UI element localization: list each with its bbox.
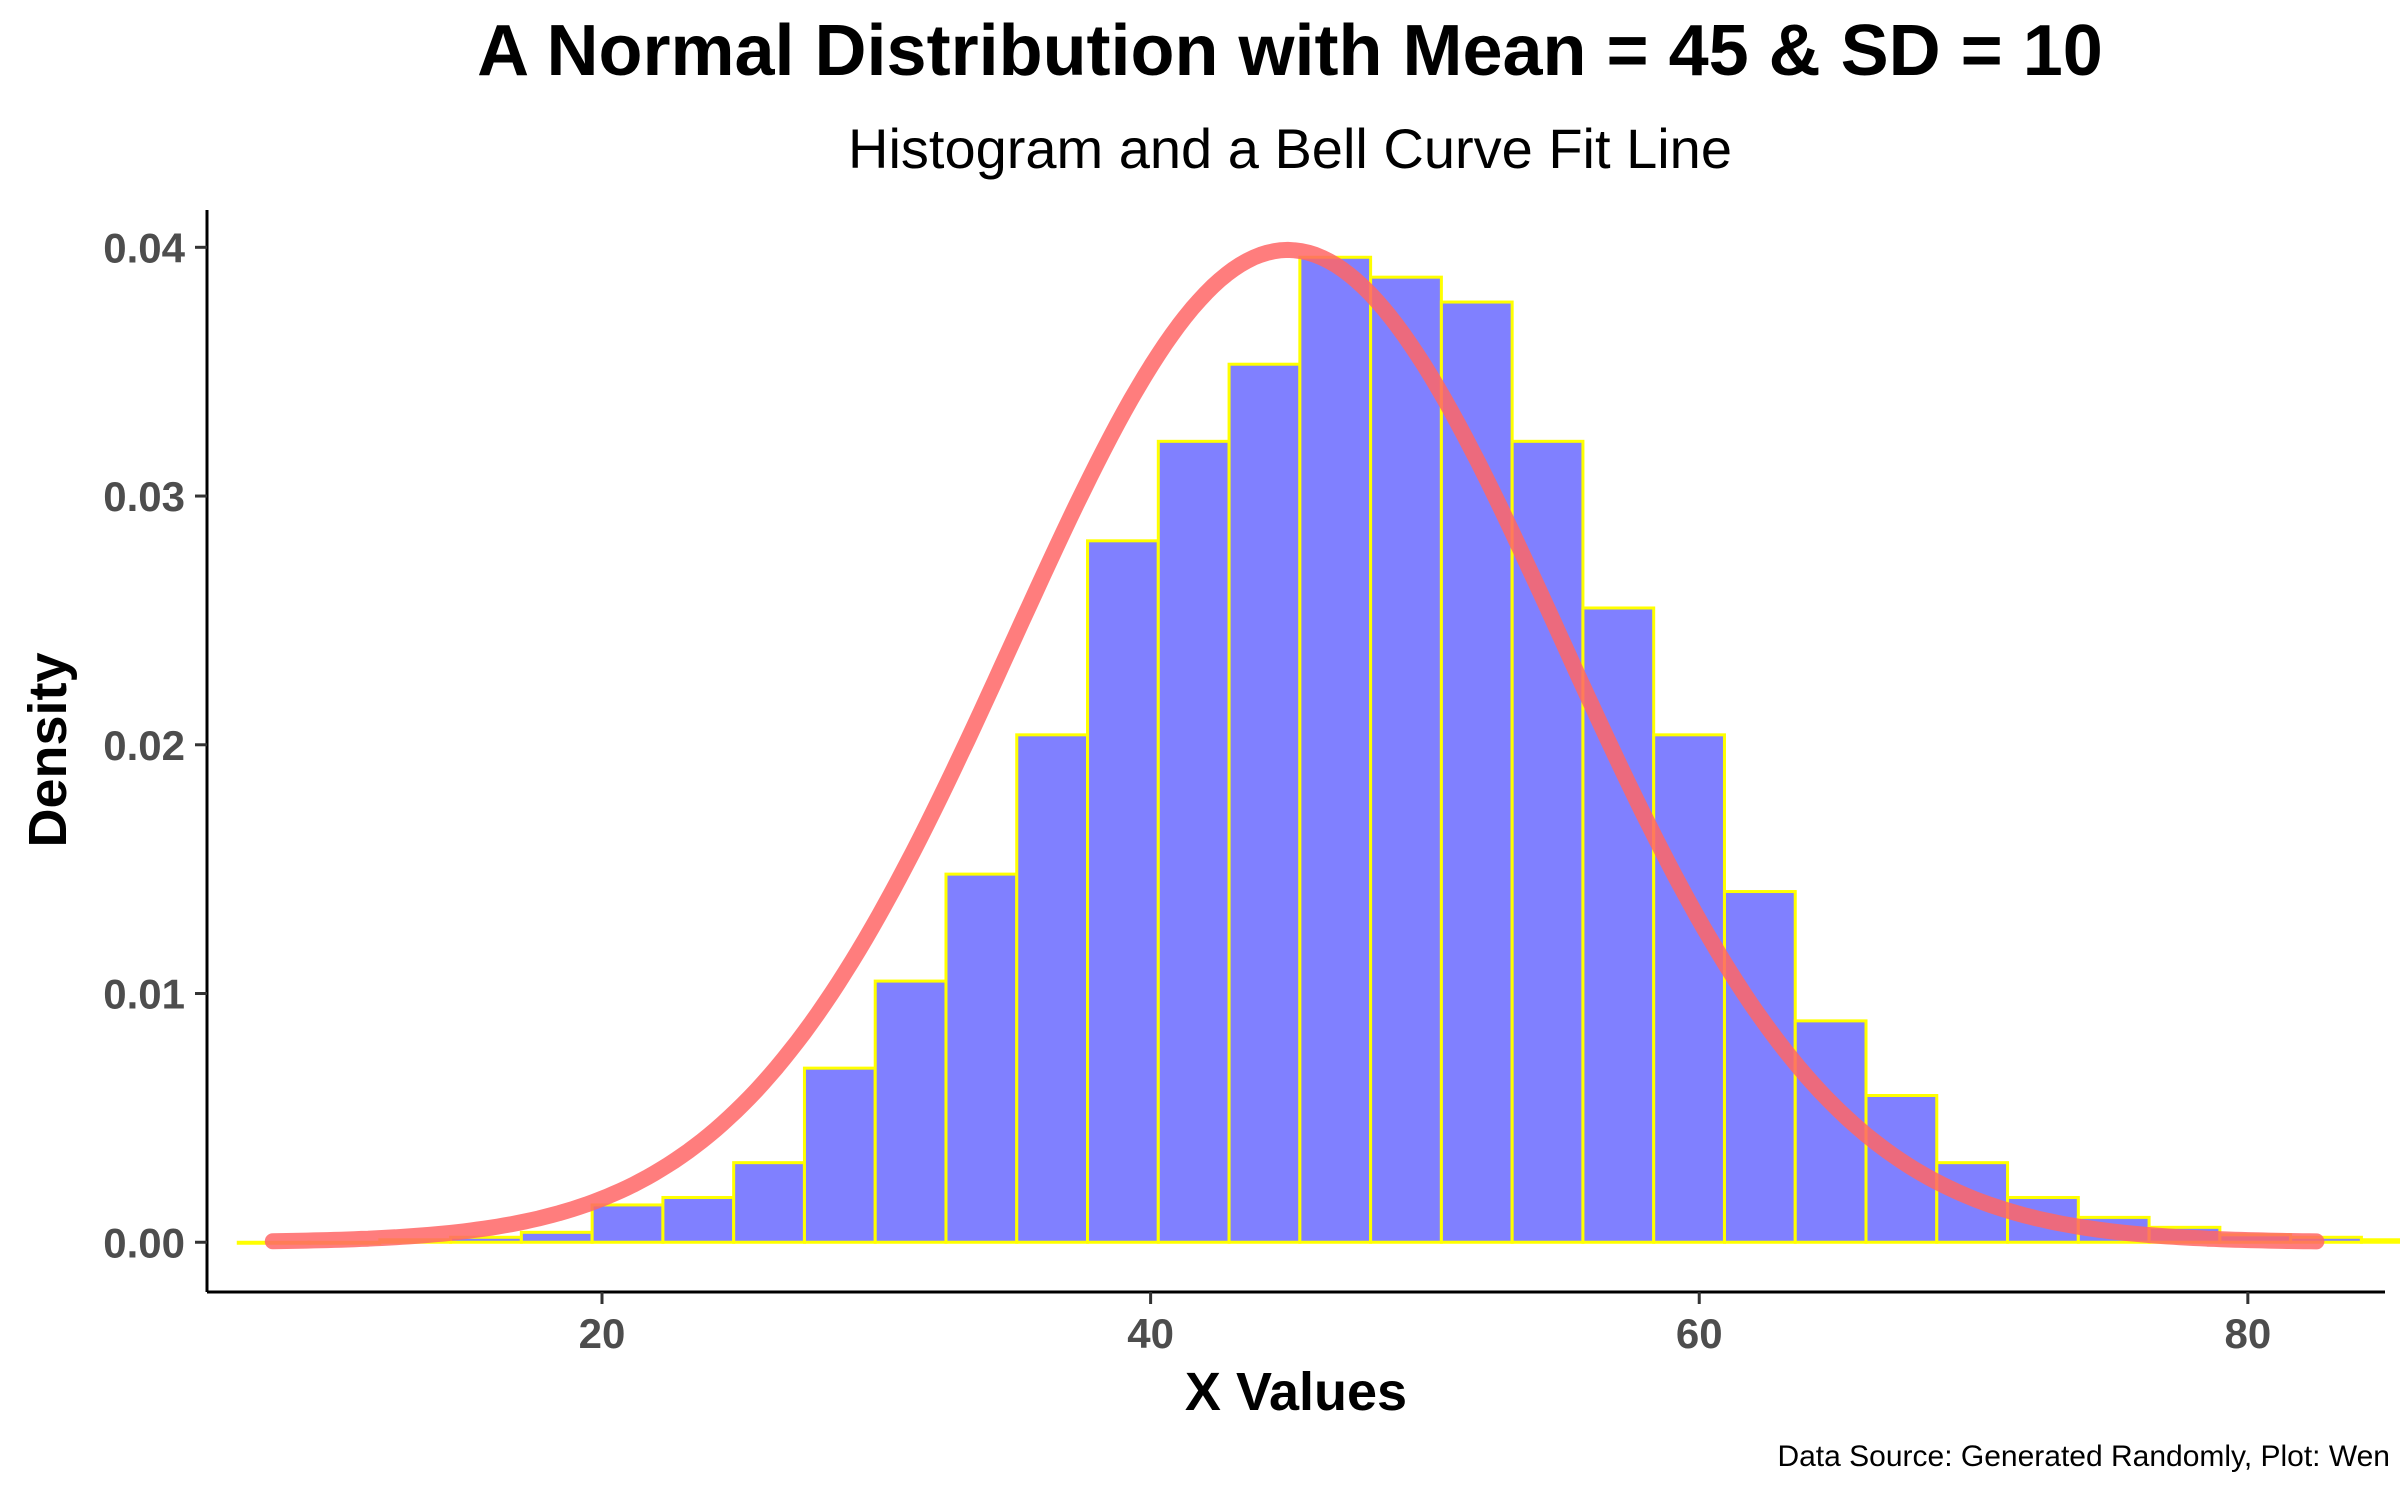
x-axis-ticks: 20 40 60 80 [579, 1292, 2271, 1357]
y-tick-label: 0.03 [103, 473, 185, 520]
histogram-bar [2359, 1238, 2400, 1244]
caption: Data Source: Generated Randomly, Plot: W… [1777, 1440, 2390, 1473]
y-tick-label: 0.04 [103, 224, 185, 271]
histogram-bar [1652, 733, 1726, 1244]
histogram-bar [1298, 255, 1373, 1244]
histogram-bar [1227, 362, 1302, 1244]
chart-title: A Normal Distribution with Mean = 45 & S… [477, 11, 2103, 91]
histogram-bar [1086, 539, 1160, 1244]
y-axis-ticks: 0.00 0.01 0.02 0.03 0.04 [103, 224, 207, 1266]
histogram-bar [519, 1230, 594, 1244]
histogram-bars [236, 255, 2400, 1245]
histogram-bar [1510, 439, 1585, 1244]
histogram-bar [590, 1203, 665, 1244]
bell-curve-line [264, 241, 2325, 1250]
histogram-bar [661, 1195, 736, 1244]
histogram-bar [873, 979, 948, 1244]
x-tick-label: 20 [579, 1310, 626, 1357]
histogram-bar [1722, 890, 1797, 1244]
y-tick-label: 0.00 [103, 1219, 185, 1266]
histogram-bar [944, 872, 1019, 1244]
histogram-bar [802, 1066, 877, 1244]
x-tick-label: 60 [1676, 1310, 1723, 1357]
histogram-bar [732, 1161, 806, 1244]
chart-subtitle: Histogram and a Bell Curve Fit Line [848, 117, 1732, 180]
x-axis-label: X Values [1185, 1362, 1407, 1422]
histogram-bar [1156, 439, 1231, 1244]
x-tick-label: 40 [1127, 1310, 1174, 1357]
bell-curve-layer [264, 241, 2325, 1250]
histogram-bar [1015, 733, 1090, 1244]
y-axis-label: Density [18, 652, 78, 847]
y-tick-label: 0.01 [103, 971, 185, 1018]
histogram-bar [1369, 275, 1443, 1244]
y-tick-label: 0.02 [103, 722, 185, 769]
x-tick-label: 80 [2224, 1310, 2271, 1357]
